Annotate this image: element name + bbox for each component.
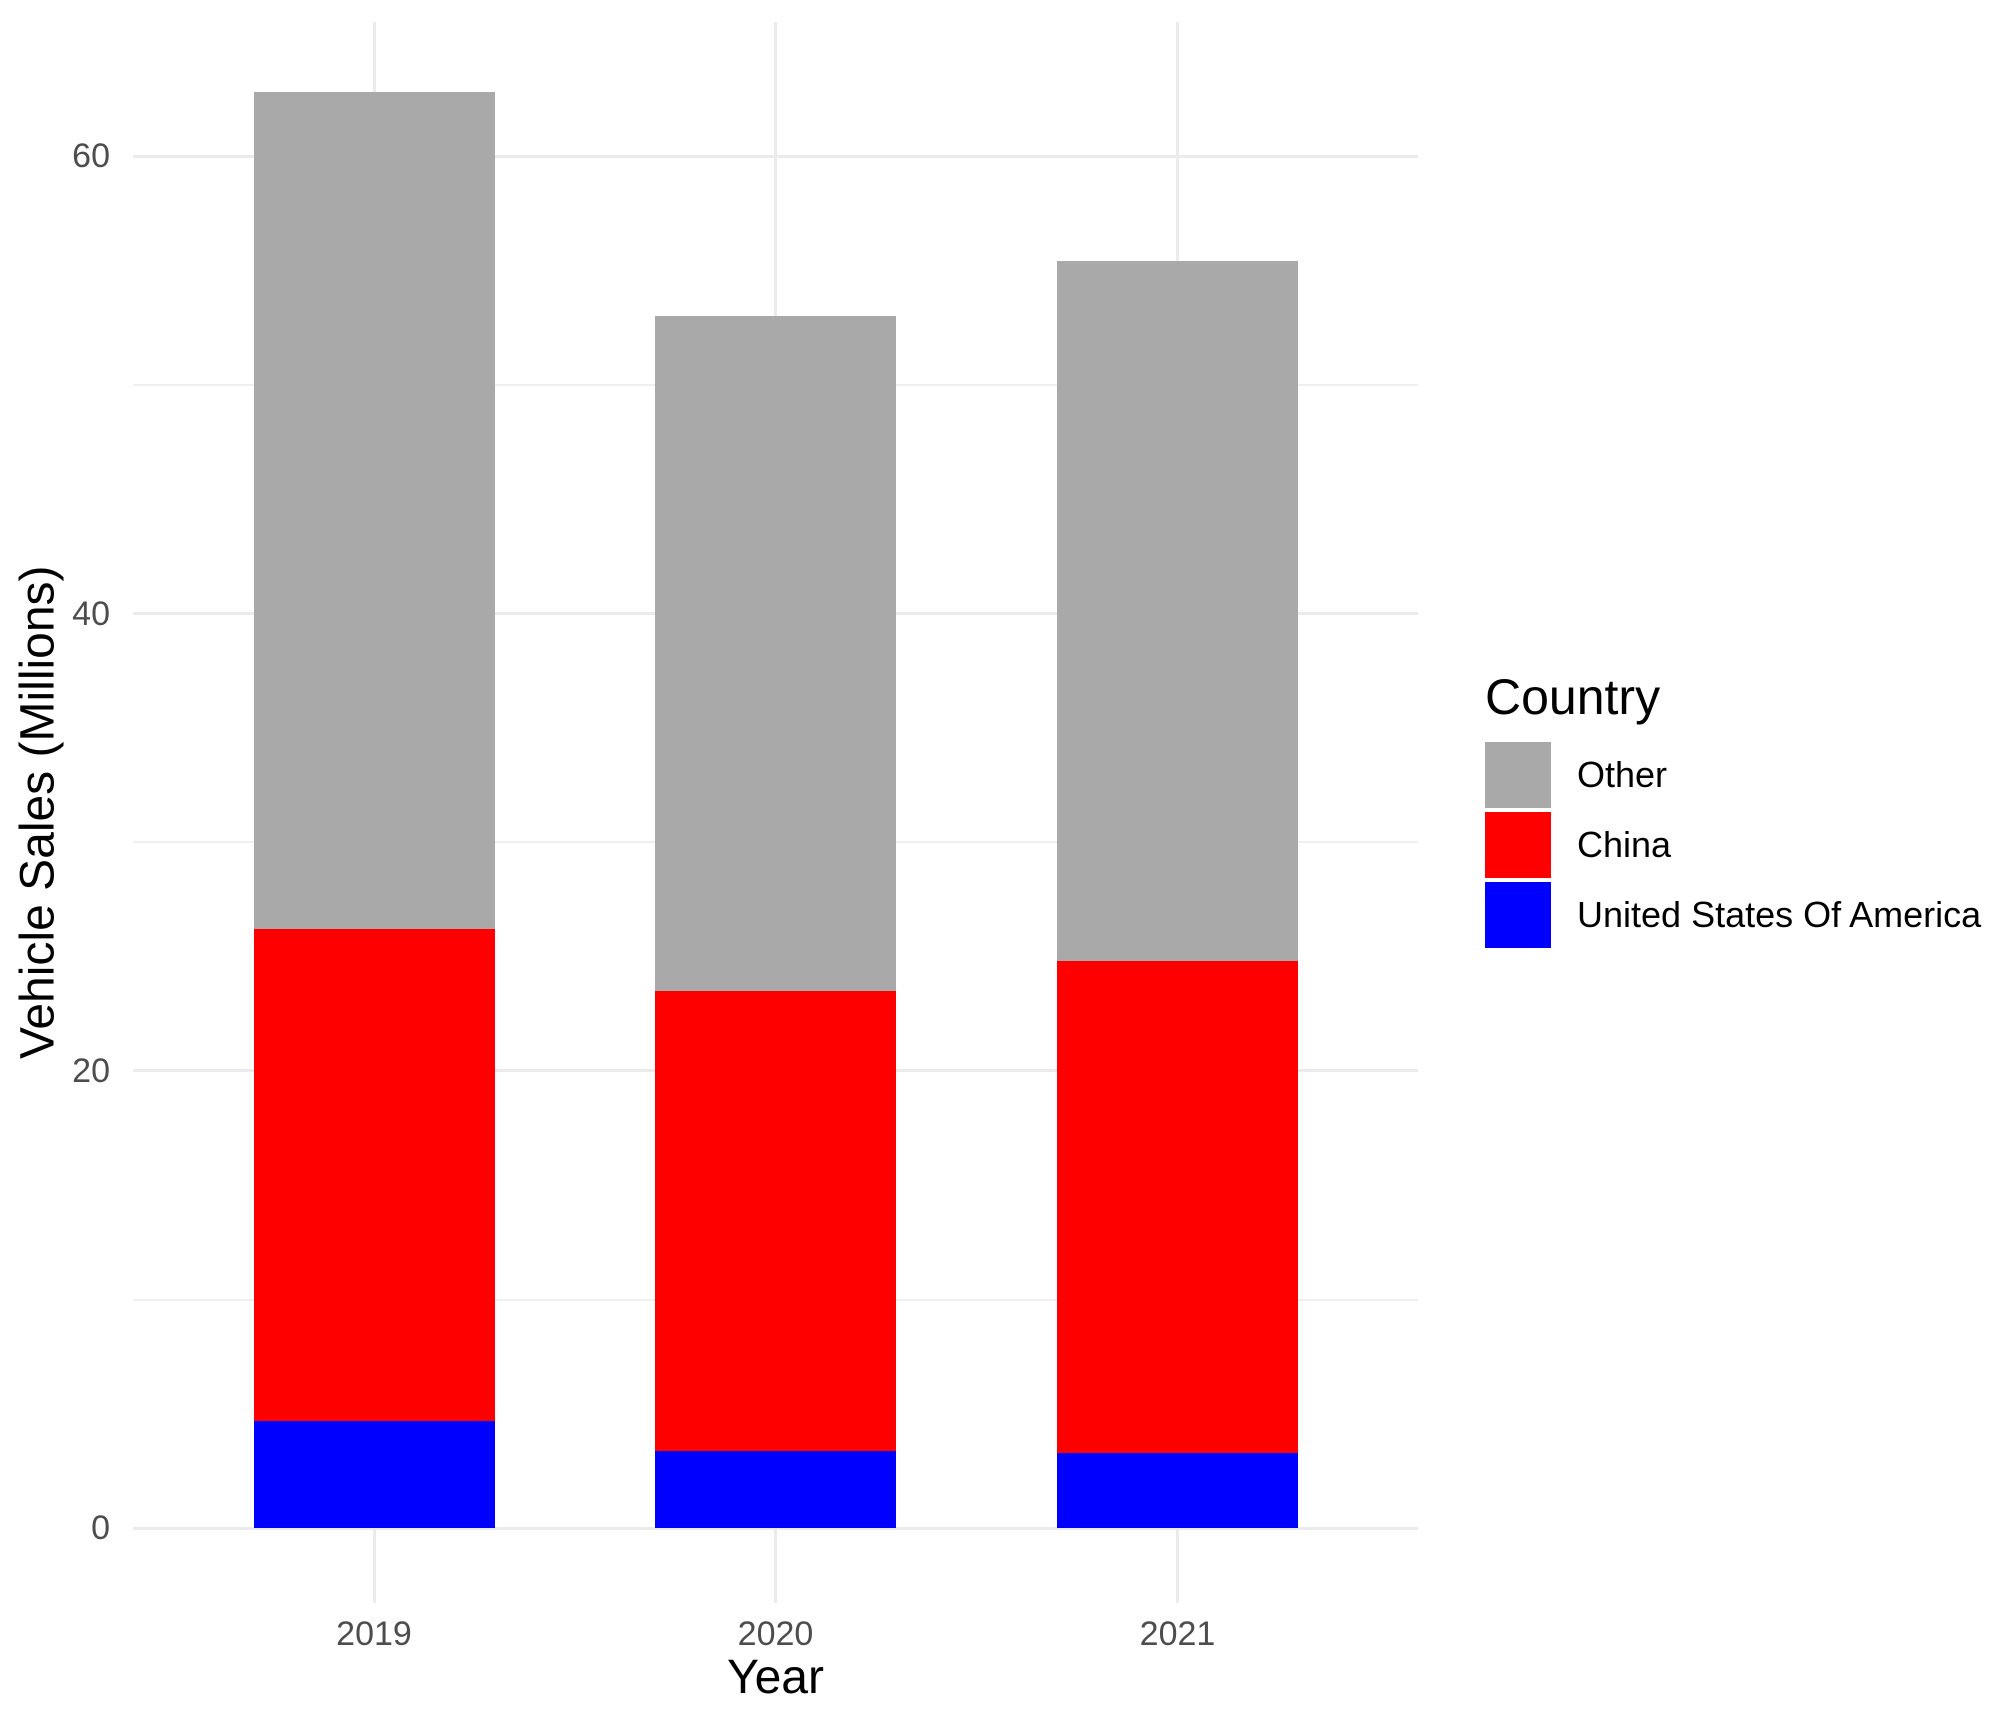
- legend-title: Country: [1485, 669, 1661, 725]
- legend-item-label: United States Of America: [1577, 894, 1982, 935]
- legend: Country Other China United States Of Ameri…: [1485, 668, 2016, 952]
- x-tick-label-2019: 2019: [336, 1615, 412, 1653]
- bar-2021-china: [1057, 961, 1298, 1453]
- legend-key-swatch: [1485, 742, 1551, 808]
- bar-2021-other: [1057, 261, 1298, 962]
- legend-item-other: Other: [1485, 742, 2016, 808]
- y-tick-label-40: 40: [72, 594, 110, 633]
- bar-2020-china: [655, 990, 896, 1451]
- legend-item-label: China: [1577, 824, 1672, 865]
- legend-item-china: China: [1485, 812, 2016, 878]
- bar-2021-united-states-of-america: [1057, 1452, 1298, 1529]
- x-tick-label-2021: 2021: [1139, 1615, 1216, 1653]
- bar-2019-united-states-of-america: [253, 1420, 495, 1529]
- legend-item-united-states-of-america: United States Of America: [1485, 882, 2016, 948]
- legend-rows: Other China United States Of America: [1485, 742, 2016, 948]
- bar-2019-other: [253, 92, 495, 930]
- y-axis-title: Vehicle Sales (Millions): [11, 565, 65, 1060]
- legend-key-swatch: [1485, 812, 1551, 878]
- bar-2019-china: [253, 929, 495, 1421]
- bar-2020-other: [655, 316, 896, 991]
- y-tick-label-60: 60: [72, 137, 110, 176]
- y-tick-label-20: 20: [72, 1051, 110, 1090]
- legend-key-swatch: [1485, 882, 1551, 948]
- legend-item-label: Other: [1577, 754, 1668, 795]
- x-tick-label-2020: 2020: [737, 1615, 814, 1653]
- y-tick-label-0: 0: [91, 1509, 110, 1548]
- x-axis-title: Year: [727, 1651, 824, 1704]
- bar-2020-united-states-of-america: [655, 1450, 896, 1529]
